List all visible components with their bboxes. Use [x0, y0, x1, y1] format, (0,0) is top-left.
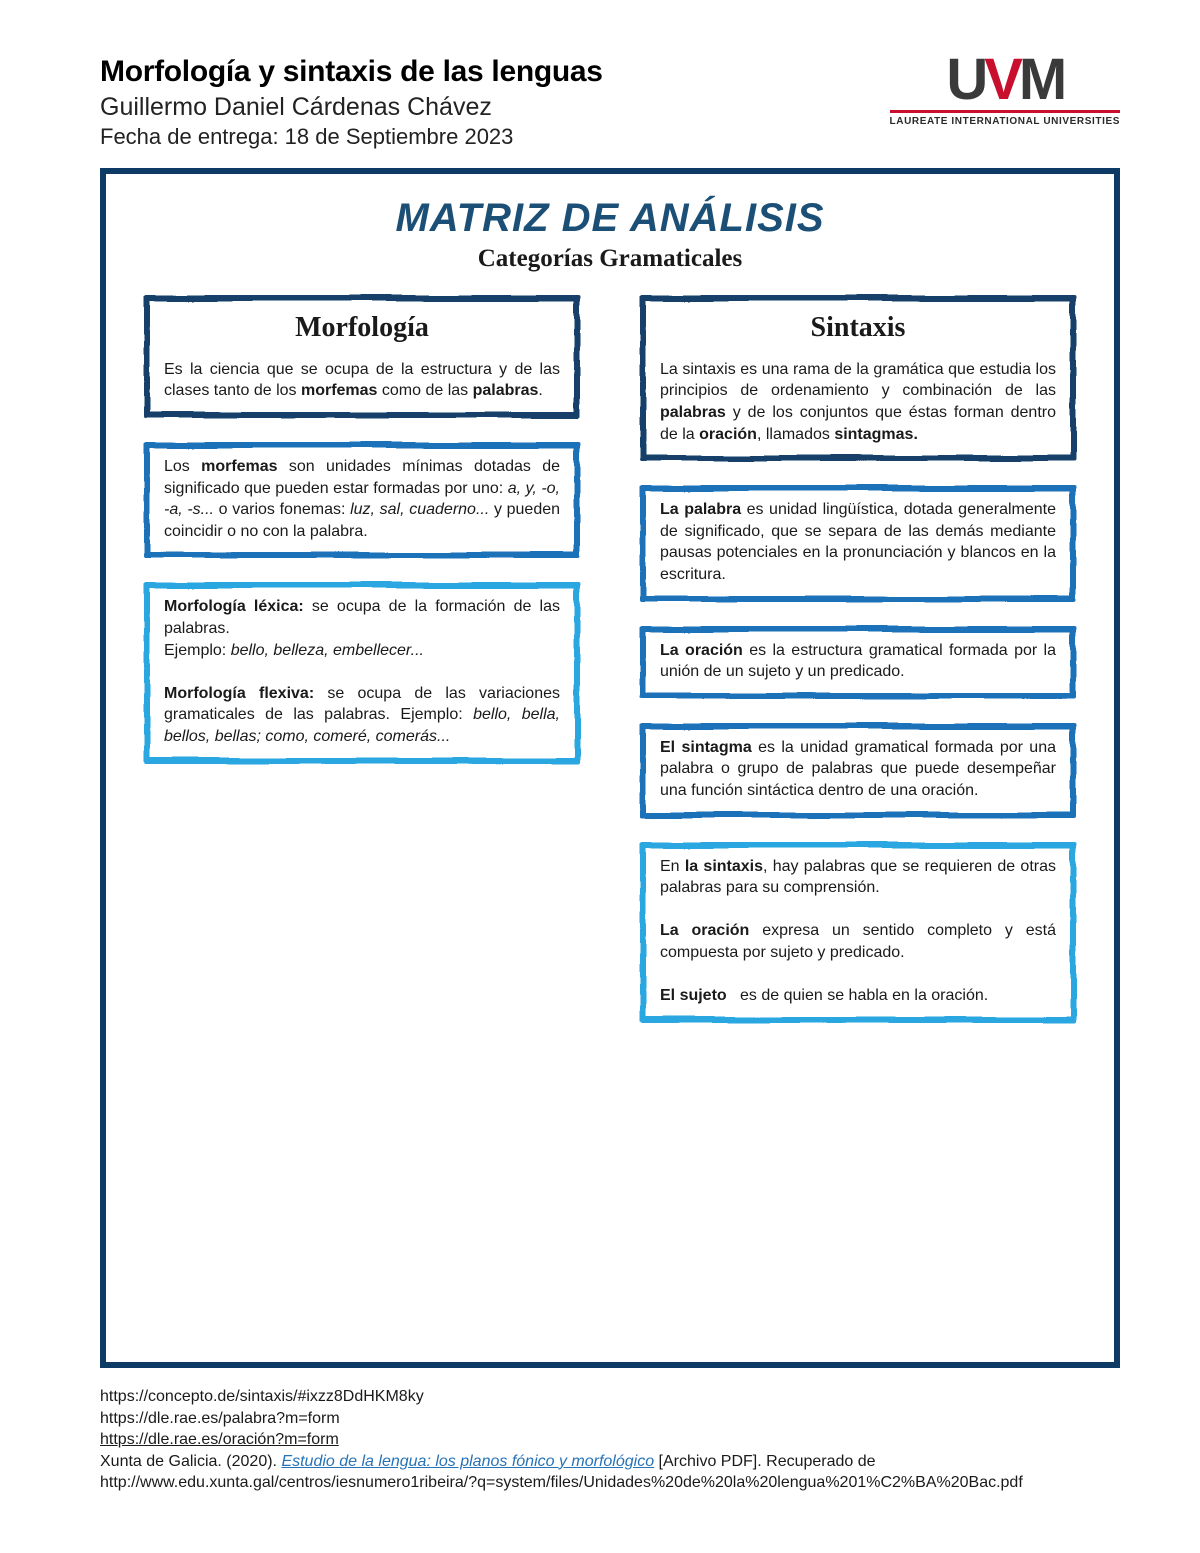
- card-text: La oración es la estructura gramatical f…: [660, 640, 1056, 683]
- card-text: La sintaxis es una rama de la gramática …: [660, 359, 1056, 445]
- logo-letter-u: U: [946, 47, 984, 112]
- card-text: El sintagma es la unidad gramatical form…: [660, 737, 1056, 802]
- course-title: Morfología y sintaxis de las lenguas: [100, 55, 890, 89]
- reference-line: https://concepto.de/sintaxis/#ixzz8DdHKM…: [100, 1386, 1120, 1408]
- card-text: Morfología léxica: se ocupa de la formac…: [164, 596, 560, 747]
- logo-letter-v: V: [984, 47, 1019, 112]
- matrix-title: MATRIZ DE ANÁLISIS: [144, 196, 1076, 241]
- sintaxis-card: Sintaxis La sintaxis es una rama de la gr…: [640, 295, 1076, 461]
- morfologia-card: Morfología léxica: se ocupa de la formac…: [144, 582, 580, 763]
- sintaxis-card: La oración es la estructura gramatical f…: [640, 626, 1076, 699]
- reference-line: Xunta de Galicia. (2020). Estudio de la …: [100, 1451, 1120, 1494]
- uvm-logo: UVM LAUREATE INTERNATIONAL UNIVERSITIES: [890, 55, 1120, 127]
- morfologia-card: Morfología Es la ciencia que se ocupa de …: [144, 295, 580, 418]
- card-text: Es la ciencia que se ocupa de la estruct…: [164, 359, 560, 402]
- header: Morfología y sintaxis de las lenguas Gui…: [100, 55, 1120, 150]
- sintaxis-card: La palabra es unidad lingüística, dotada…: [640, 485, 1076, 601]
- main-frame: MATRIZ DE ANÁLISIS Categorías Gramatical…: [100, 168, 1120, 1368]
- morfologia-heading: Morfología: [164, 309, 560, 347]
- logo-tagline: LAUREATE INTERNATIONAL UNIVERSITIES: [890, 116, 1120, 127]
- author: Guillermo Daniel Cárdenas Chávez: [100, 93, 890, 122]
- reference-line: https://dle.rae.es/palabra?m=form: [100, 1408, 1120, 1430]
- logo-letter-m: M: [1019, 47, 1063, 112]
- matrix-subtitle: Categorías Gramaticales: [144, 245, 1076, 273]
- column-sintaxis: Sintaxis La sintaxis es una rama de la gr…: [640, 295, 1076, 1047]
- sintaxis-card: El sintagma es la unidad gramatical form…: [640, 723, 1076, 818]
- submission-date: Fecha de entrega: 18 de Septiembre 2023: [100, 124, 890, 150]
- reference-line: https://dle.rae.es/oración?m=form: [100, 1429, 1120, 1451]
- references: https://concepto.de/sintaxis/#ixzz8DdHKM…: [100, 1386, 1120, 1494]
- card-text: La palabra es unidad lingüística, dotada…: [660, 499, 1056, 585]
- card-text: Los morfemas son unidades mínimas dotada…: [164, 456, 560, 542]
- morfologia-card: Los morfemas son unidades mínimas dotada…: [144, 442, 580, 558]
- sintaxis-heading: Sintaxis: [660, 309, 1056, 347]
- column-morfologia: Morfología Es la ciencia que se ocupa de …: [144, 295, 580, 1047]
- sintaxis-card: En la sintaxis, hay palabras que se requ…: [640, 842, 1076, 1023]
- card-text: En la sintaxis, hay palabras que se requ…: [660, 856, 1056, 1007]
